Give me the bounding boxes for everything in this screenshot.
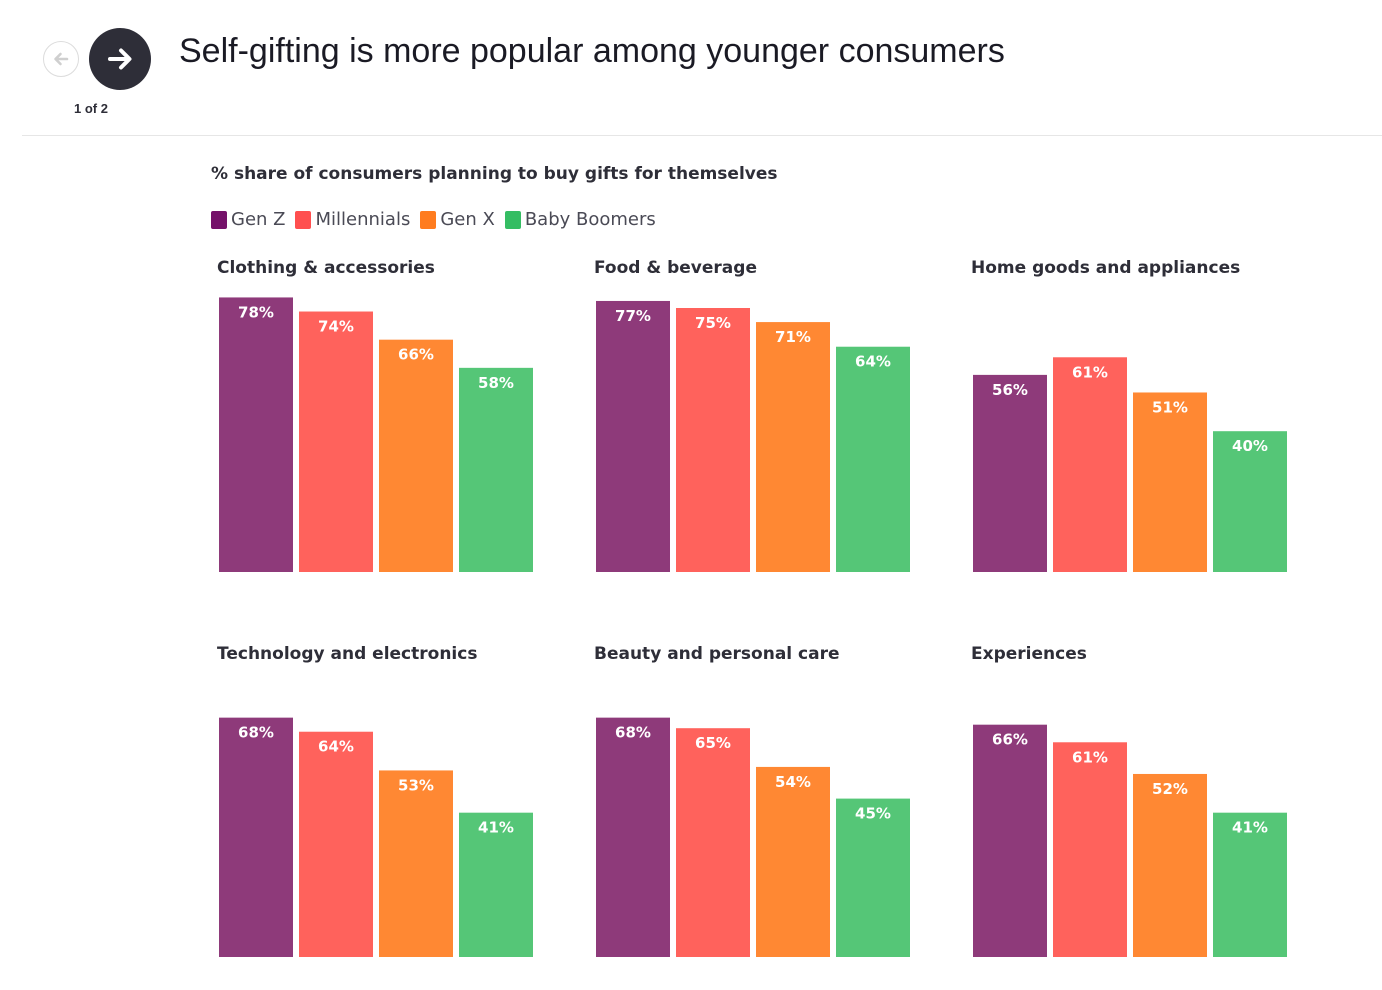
bar-value-label: 74%: [318, 318, 354, 336]
bar-millennials: [299, 311, 373, 572]
bar-gen-x: [1133, 773, 1207, 957]
divider: [22, 135, 1382, 136]
chart-subtitle: % share of consumers planning to buy gif…: [211, 164, 778, 184]
bar-value-label: 78%: [238, 303, 274, 321]
legend-swatch: [504, 210, 521, 229]
bar-millennials: [1053, 742, 1127, 957]
panel-title-technology: Technology and electronics: [217, 644, 478, 664]
bar-value-label: 64%: [855, 353, 891, 371]
legend-swatch: [295, 210, 312, 229]
panel-title-clothing: Clothing & accessories: [217, 258, 435, 278]
previous-button[interactable]: [43, 41, 79, 77]
bar-millennials: [299, 731, 373, 957]
bar-value-label: 45%: [855, 805, 891, 823]
legend-label: Gen X: [440, 209, 495, 230]
bar-value-label: 71%: [775, 328, 811, 346]
legend-swatch: [211, 210, 227, 229]
bar-value-label: 66%: [398, 346, 434, 364]
bar-value-label: 41%: [1232, 819, 1268, 837]
bar-gen-z: [596, 300, 670, 572]
bar-value-label: 53%: [398, 776, 434, 794]
bar-value-label: 61%: [1072, 748, 1108, 766]
legend-item-gen-x: Gen X: [420, 209, 495, 230]
panel-title-home-goods: Home goods and appliances: [971, 258, 1241, 278]
bar-value-label: 52%: [1152, 780, 1188, 798]
legend-item-gen-z: Gen Z: [211, 209, 285, 230]
bar-gen-z: [219, 717, 293, 957]
bar-millennials: [676, 308, 750, 572]
legend-label: Gen Z: [231, 209, 286, 230]
bar-value-label: 54%: [775, 773, 811, 791]
bar-millennials: [676, 728, 750, 957]
legend-label: Millennials: [315, 209, 411, 230]
legend-item-baby-boomers: Baby Boomers: [504, 209, 656, 230]
page-title: Self-gifting is more popular among young…: [179, 32, 1005, 70]
bar-value-label: 65%: [695, 734, 731, 752]
bar-baby-boomers: [459, 367, 533, 572]
arrow-right-icon: [108, 48, 132, 70]
legend-label: Baby Boomers: [524, 209, 656, 230]
bar-baby-boomers: [836, 346, 910, 572]
bar-value-label: 51%: [1152, 398, 1188, 416]
bar-gen-z: [596, 717, 670, 957]
panel-title-experiences: Experiences: [971, 644, 1087, 664]
bar-value-label: 66%: [992, 731, 1028, 749]
bar-value-label: 68%: [615, 724, 651, 742]
panel-title-beauty: Beauty and personal care: [594, 644, 840, 664]
bar-gen-x: [1133, 392, 1207, 572]
bar-baby-boomers: [836, 798, 910, 957]
bar-gen-z: [973, 724, 1047, 957]
arrow-left-icon: [54, 52, 69, 66]
bar-value-label: 77%: [615, 307, 651, 325]
bar-gen-x: [756, 322, 830, 572]
bar-millennials: [1053, 357, 1127, 572]
bar-value-label: 64%: [318, 738, 354, 756]
panel-title-food: Food & beverage: [594, 258, 757, 278]
bar-baby-boomers: [459, 812, 533, 957]
bar-gen-x: [756, 766, 830, 957]
bar-value-label: 40%: [1232, 437, 1268, 455]
legend-item-millennials: Millennials: [295, 209, 410, 230]
next-button[interactable]: [89, 28, 151, 90]
bar-gen-x: [379, 770, 453, 957]
bar-gen-z: [219, 297, 293, 572]
bar-gen-x: [379, 339, 453, 572]
bar-gen-z: [973, 374, 1047, 572]
pager-indicator: 1 of 2: [74, 101, 108, 116]
legend: Gen Z Millennials Gen X Baby Boomers: [211, 209, 656, 230]
header: 1 of 2 Self-gifting is more popular amon…: [0, 0, 1382, 136]
bar-value-label: 56%: [992, 381, 1028, 399]
bar-value-label: 41%: [478, 819, 514, 837]
bar-value-label: 58%: [478, 374, 514, 392]
bar-value-label: 75%: [695, 314, 731, 332]
bar-value-label: 61%: [1072, 363, 1108, 381]
bar-baby-boomers: [1213, 431, 1287, 572]
bar-baby-boomers: [1213, 812, 1287, 957]
bar-value-label: 68%: [238, 724, 274, 742]
legend-swatch: [420, 210, 437, 229]
